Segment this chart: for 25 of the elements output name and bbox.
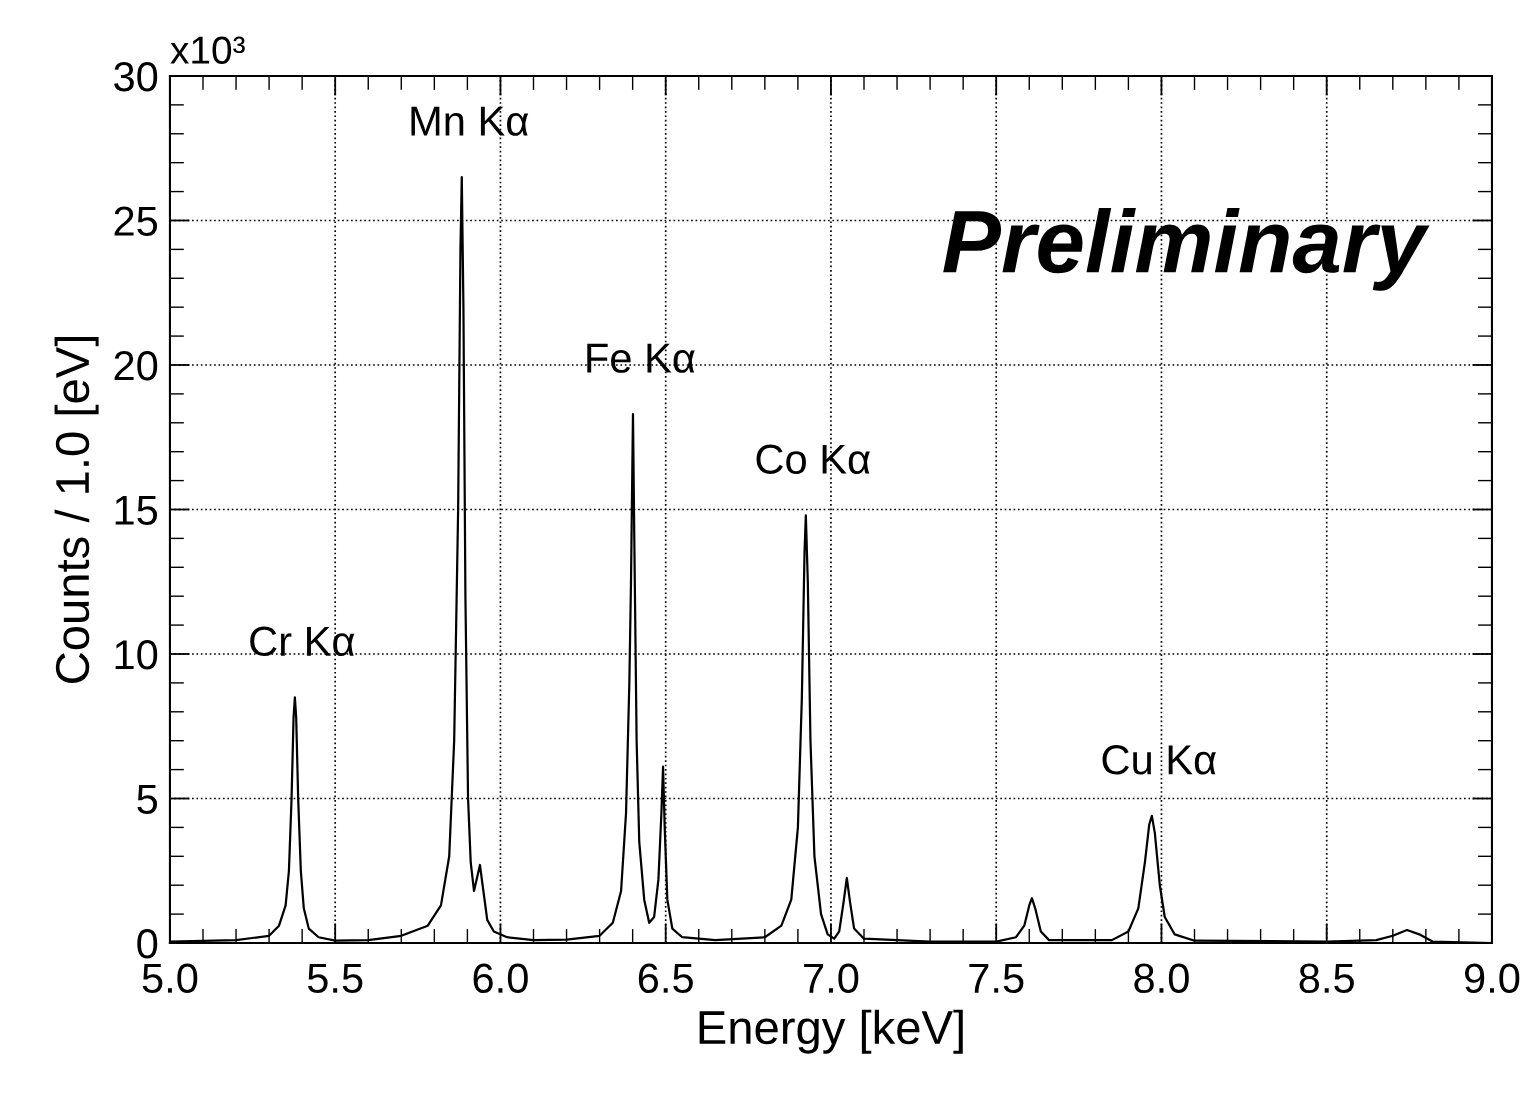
x-tick-label: 8.0 xyxy=(1134,963,1189,994)
y-tick-label: 25 xyxy=(114,206,158,236)
annotation: Cu Kα xyxy=(1102,745,1216,775)
y-tick-label: 0 xyxy=(137,929,158,959)
y-tick-label: 10 xyxy=(115,640,158,670)
x-tick-label: 7.5 xyxy=(969,963,1024,994)
annotation: Co Kα xyxy=(756,444,870,475)
x-tick-label: 5.5 xyxy=(307,963,363,994)
y-tick-label: 5 xyxy=(137,784,158,815)
x-tick-label: 5.0 xyxy=(142,963,198,994)
annotation: Preliminary xyxy=(943,207,1430,291)
x-axis-title: Energy [keV] xyxy=(699,1009,963,1054)
y-tick-label: 30 xyxy=(114,61,158,92)
annotation: Cr Kα xyxy=(250,626,355,657)
y-axis-title: Counts / 1.0 [eV] xyxy=(54,336,99,683)
x-tick-label: 8.5 xyxy=(1299,963,1354,994)
x-tick-label: 6.0 xyxy=(473,963,528,994)
x-tick-label: 7.0 xyxy=(804,963,859,994)
annotation: Mn Kα xyxy=(411,106,529,136)
y-tick-label: 20 xyxy=(114,350,158,381)
y-tick-label: 15 xyxy=(115,495,158,525)
annotation: Fe Kα xyxy=(587,343,695,373)
x-tick-label: 9.0 xyxy=(1464,963,1520,994)
text: x10³ xyxy=(170,36,245,64)
x-tick-label: 6.5 xyxy=(638,963,693,994)
